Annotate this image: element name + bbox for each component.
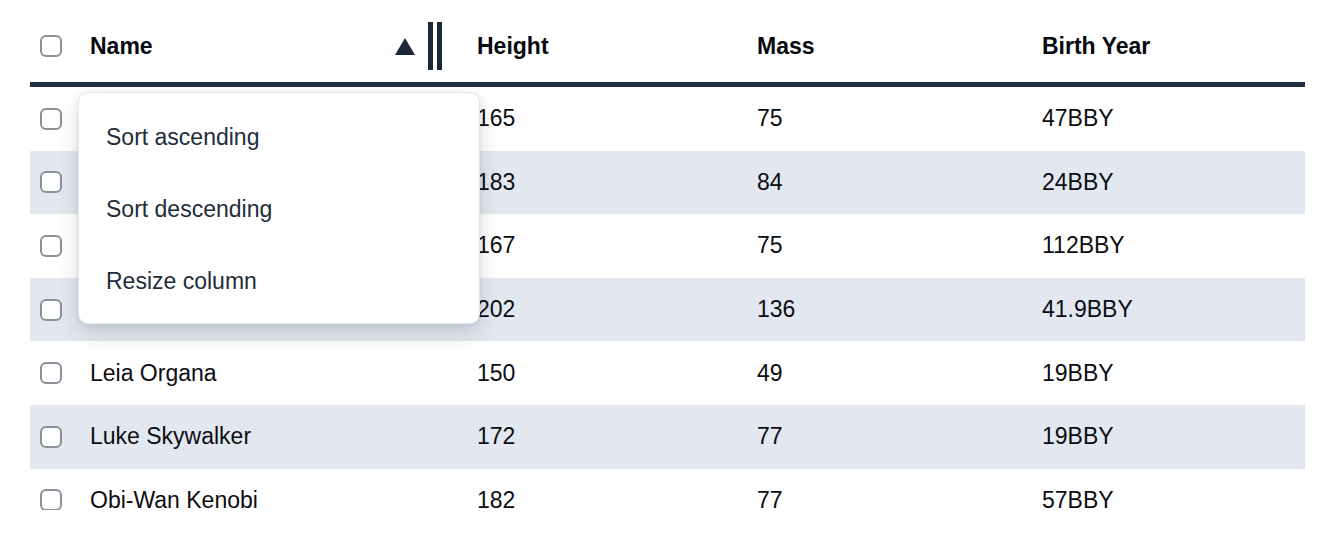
table-row[interactable]: Obi-Wan Kenobi1827757BBY (30, 469, 1305, 510)
cell-name: Luke Skywalker (90, 423, 447, 450)
menu-item-sort-descending[interactable]: Sort descending (79, 173, 479, 245)
cell-mass: 75 (727, 232, 1012, 259)
cell-birth-year: 57BBY (1012, 487, 1305, 510)
cell-birth-year: 112BBY (1012, 232, 1305, 259)
cell-mass: 49 (727, 360, 1012, 387)
cell-name: Obi-Wan Kenobi (90, 487, 447, 510)
cell-birth-year: 19BBY (1012, 360, 1305, 387)
column-header-height[interactable]: Height (447, 33, 727, 60)
column-resize-handle[interactable] (428, 22, 442, 70)
row-checkbox[interactable] (40, 235, 62, 257)
header-select-cell (30, 35, 90, 57)
row-checkbox[interactable] (40, 299, 62, 321)
row-select-cell (30, 489, 90, 510)
menu-item-resize-column[interactable]: Resize column (79, 245, 479, 317)
cell-birth-year: 41.9BBY (1012, 296, 1305, 323)
resize-bar-icon (428, 22, 433, 70)
table-header-row: Name Height Mass Birth Year (30, 0, 1305, 82)
cell-height: 165 (447, 105, 727, 132)
row-checkbox[interactable] (40, 489, 62, 510)
row-checkbox[interactable] (40, 108, 62, 130)
column-context-menu: Sort ascending Sort descending Resize co… (78, 92, 480, 324)
row-checkbox[interactable] (40, 171, 62, 193)
sort-ascending-icon (395, 38, 415, 55)
column-header-birth-year[interactable]: Birth Year (1012, 33, 1305, 60)
cell-height: 182 (447, 487, 727, 510)
cell-height: 172 (447, 423, 727, 450)
row-select-cell (30, 362, 90, 384)
select-all-checkbox[interactable] (40, 35, 62, 57)
resize-bar-icon (437, 22, 442, 70)
cell-mass: 75 (727, 105, 1012, 132)
cell-mass: 136 (727, 296, 1012, 323)
cell-height: 167 (447, 232, 727, 259)
row-checkbox[interactable] (40, 426, 62, 448)
cell-birth-year: 47BBY (1012, 105, 1305, 132)
people-table-page: Name Height Mass Birth Year 1657547BBY18… (0, 0, 1330, 536)
column-header-name[interactable]: Name (90, 22, 447, 70)
cell-height: 183 (447, 169, 727, 196)
menu-item-sort-ascending[interactable]: Sort ascending (79, 101, 479, 173)
cell-height: 150 (447, 360, 727, 387)
column-header-mass[interactable]: Mass (727, 33, 1012, 60)
table-row[interactable]: Luke Skywalker1727719BBY (30, 405, 1305, 469)
cell-birth-year: 24BBY (1012, 169, 1305, 196)
cell-height: 202 (447, 296, 727, 323)
cell-birth-year: 19BBY (1012, 423, 1305, 450)
table-row[interactable]: Leia Organa1504919BBY (30, 341, 1305, 405)
row-select-cell (30, 426, 90, 448)
column-header-name-label: Name (90, 33, 153, 60)
cell-mass: 77 (727, 487, 1012, 510)
cell-name: Leia Organa (90, 360, 447, 387)
cell-mass: 84 (727, 169, 1012, 196)
cell-mass: 77 (727, 423, 1012, 450)
row-checkbox[interactable] (40, 362, 62, 384)
